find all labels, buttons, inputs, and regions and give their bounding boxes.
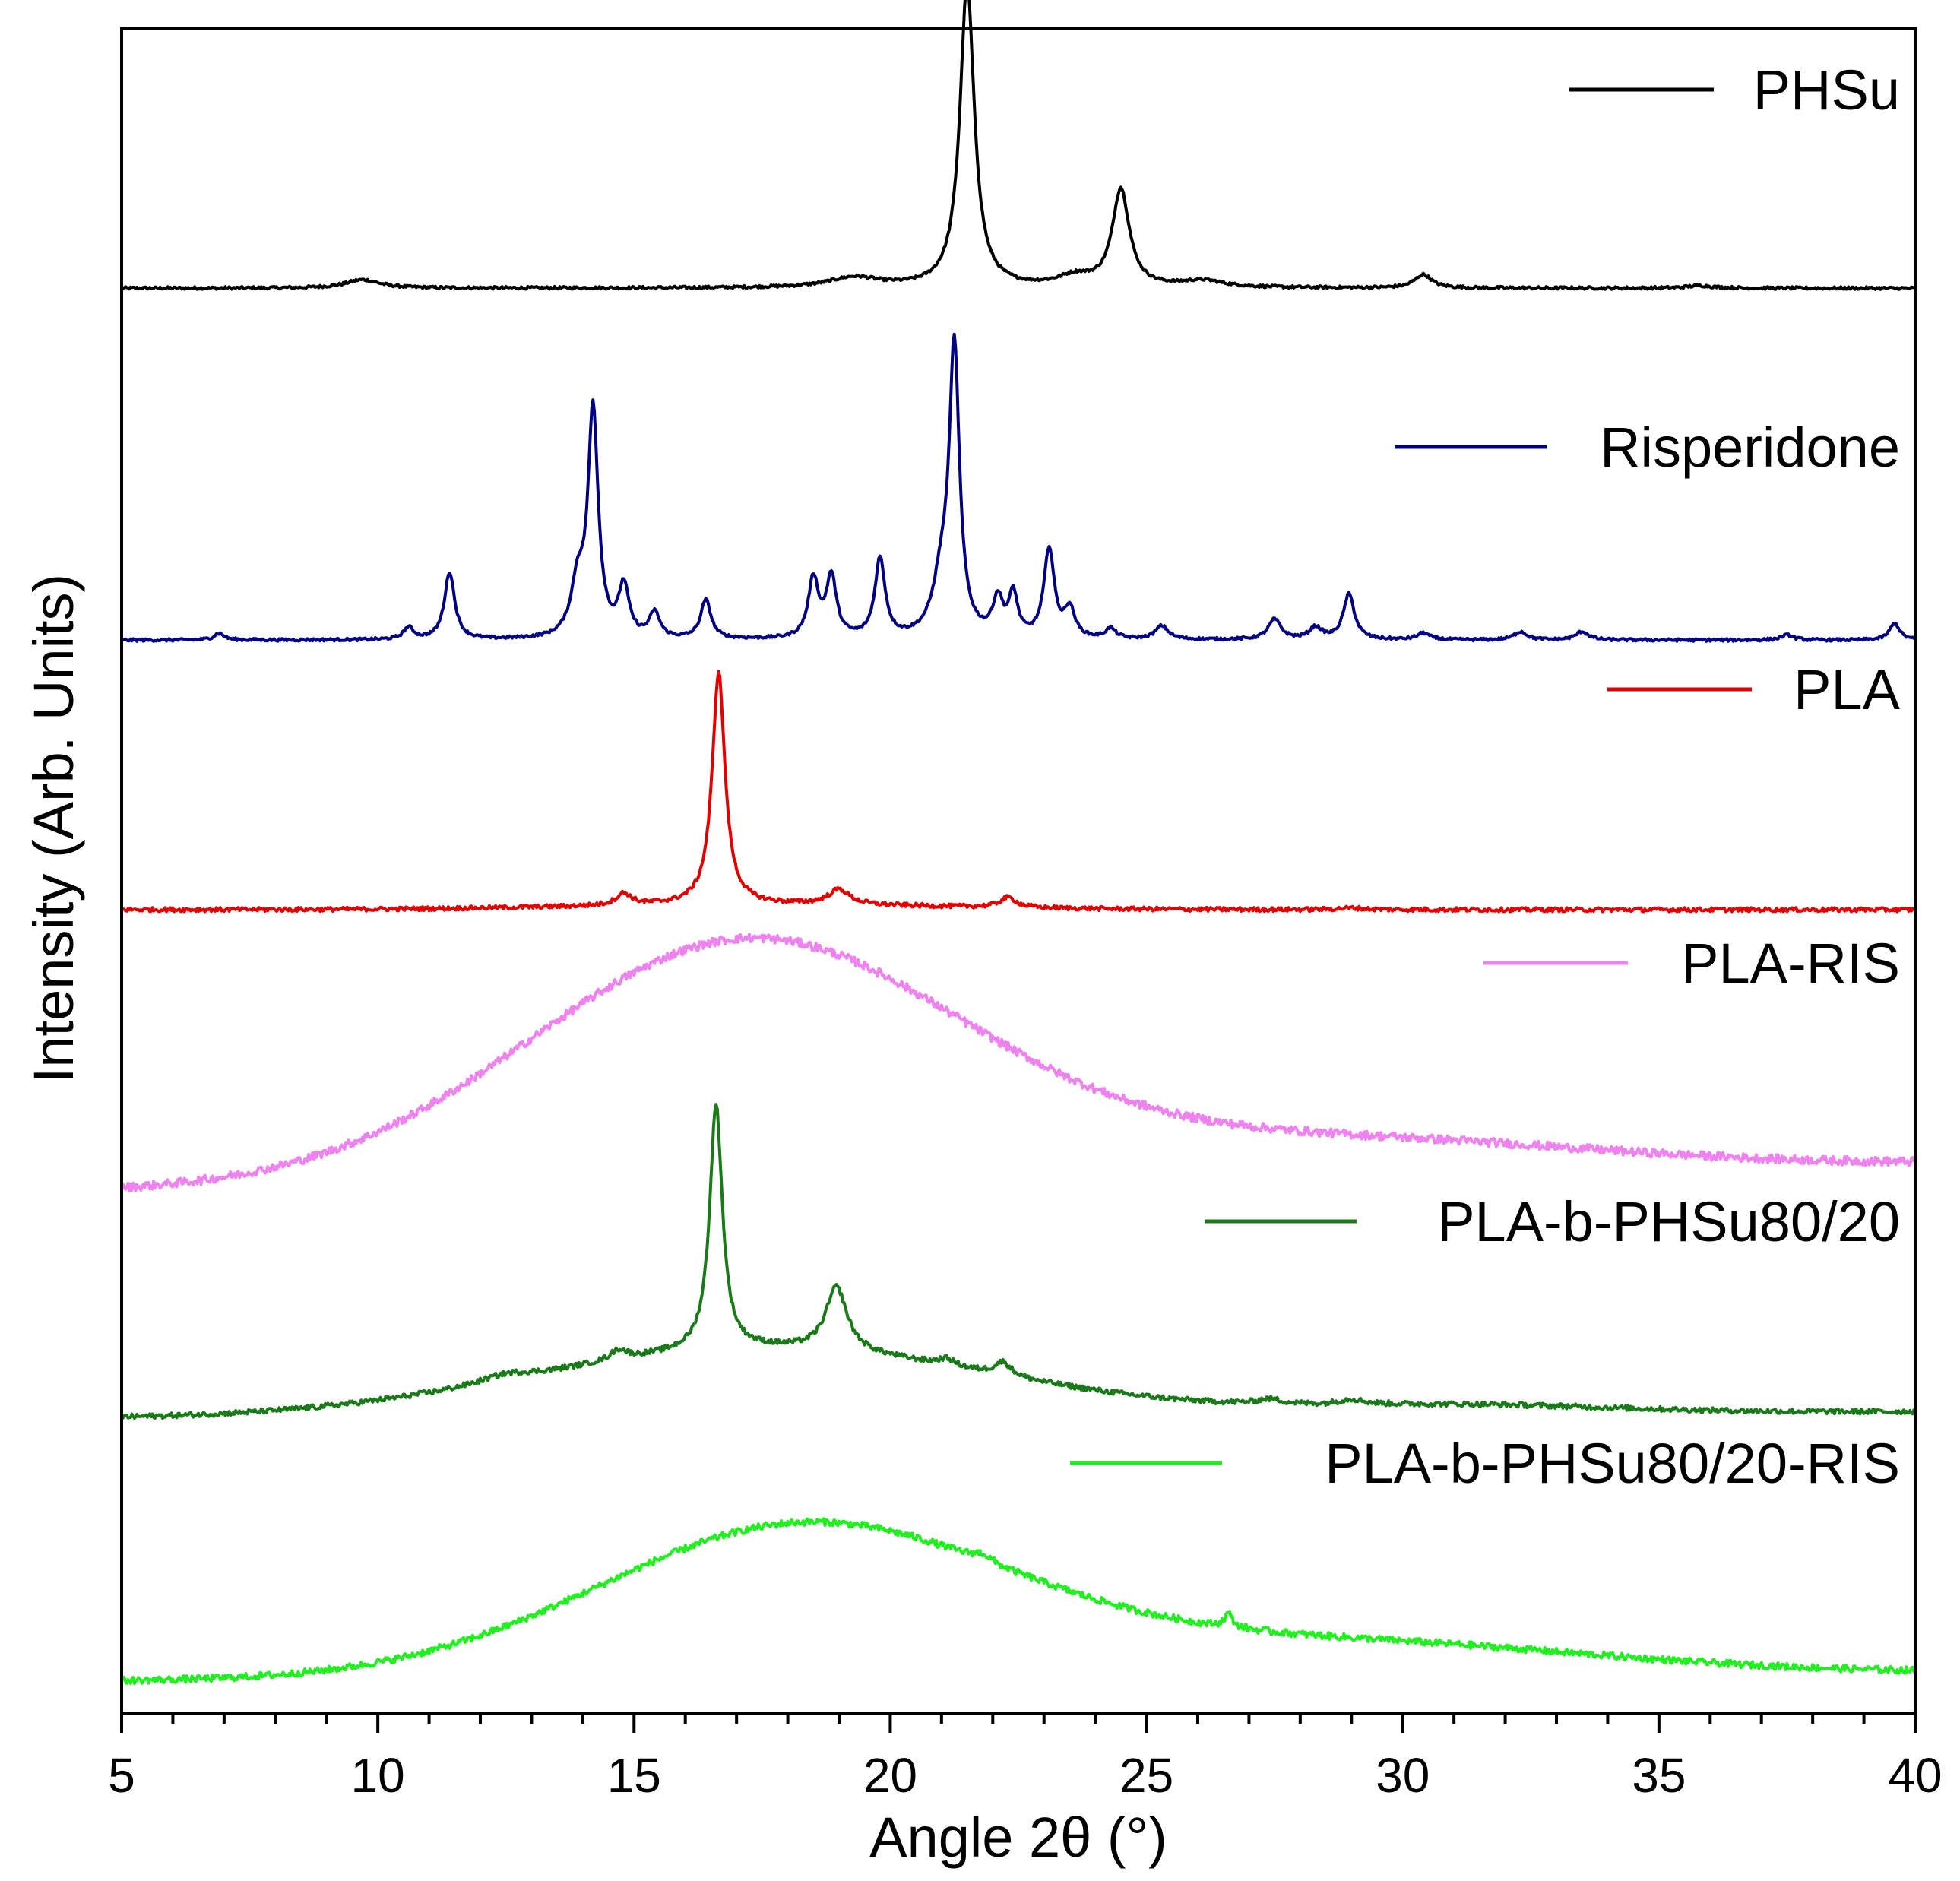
x-tick-label: 30 <box>1376 1748 1430 1803</box>
series-line-phsu <box>120 0 1916 291</box>
series-line-pla-ris <box>120 933 1917 1192</box>
x-tick-label: 25 <box>1119 1748 1173 1803</box>
x-tick-label: 40 <box>1888 1748 1942 1803</box>
y-axis-title: Intensity (Arb. Units) <box>22 574 85 1083</box>
x-axis-title: Angle 2θ (°) <box>869 1806 1167 1869</box>
legend-label-pla: PLA <box>1794 658 1901 721</box>
legend-label-pla-b-phsu80-20: PLA-b-PHSu80/20 <box>1437 1190 1900 1253</box>
legend: PHSu Risperidone PLA PLA-RIS PLA-b-PHSu80/20… <box>1070 59 1901 1495</box>
x-tick-label: 5 <box>108 1748 135 1803</box>
series-line-pla-b-phsu80-20-ris <box>120 1517 1917 1686</box>
legend-label-risperidone: Risperidone <box>1600 416 1900 479</box>
x-tick-label: 20 <box>863 1748 917 1803</box>
curves-layer <box>120 0 1917 1686</box>
series-line-risperidone <box>120 332 1916 643</box>
series-line-pla-b-phsu80-20 <box>120 1103 1917 1420</box>
plot-frame <box>120 27 1917 1715</box>
x-axis: 5 10 15 20 25 30 35 40 <box>108 1713 1943 1803</box>
x-tick-label: 15 <box>607 1748 661 1803</box>
legend-label-pla-ris: PLA-RIS <box>1681 932 1900 995</box>
series-line-pla <box>121 670 1917 914</box>
x-tick-label: 10 <box>351 1748 405 1803</box>
x-tick-label: 35 <box>1632 1748 1686 1803</box>
legend-label-pla-b-phsu80-20-ris: PLA-b-PHSu80/20-RIS <box>1325 1432 1900 1495</box>
legend-label-phsu: PHSu <box>1753 59 1900 122</box>
